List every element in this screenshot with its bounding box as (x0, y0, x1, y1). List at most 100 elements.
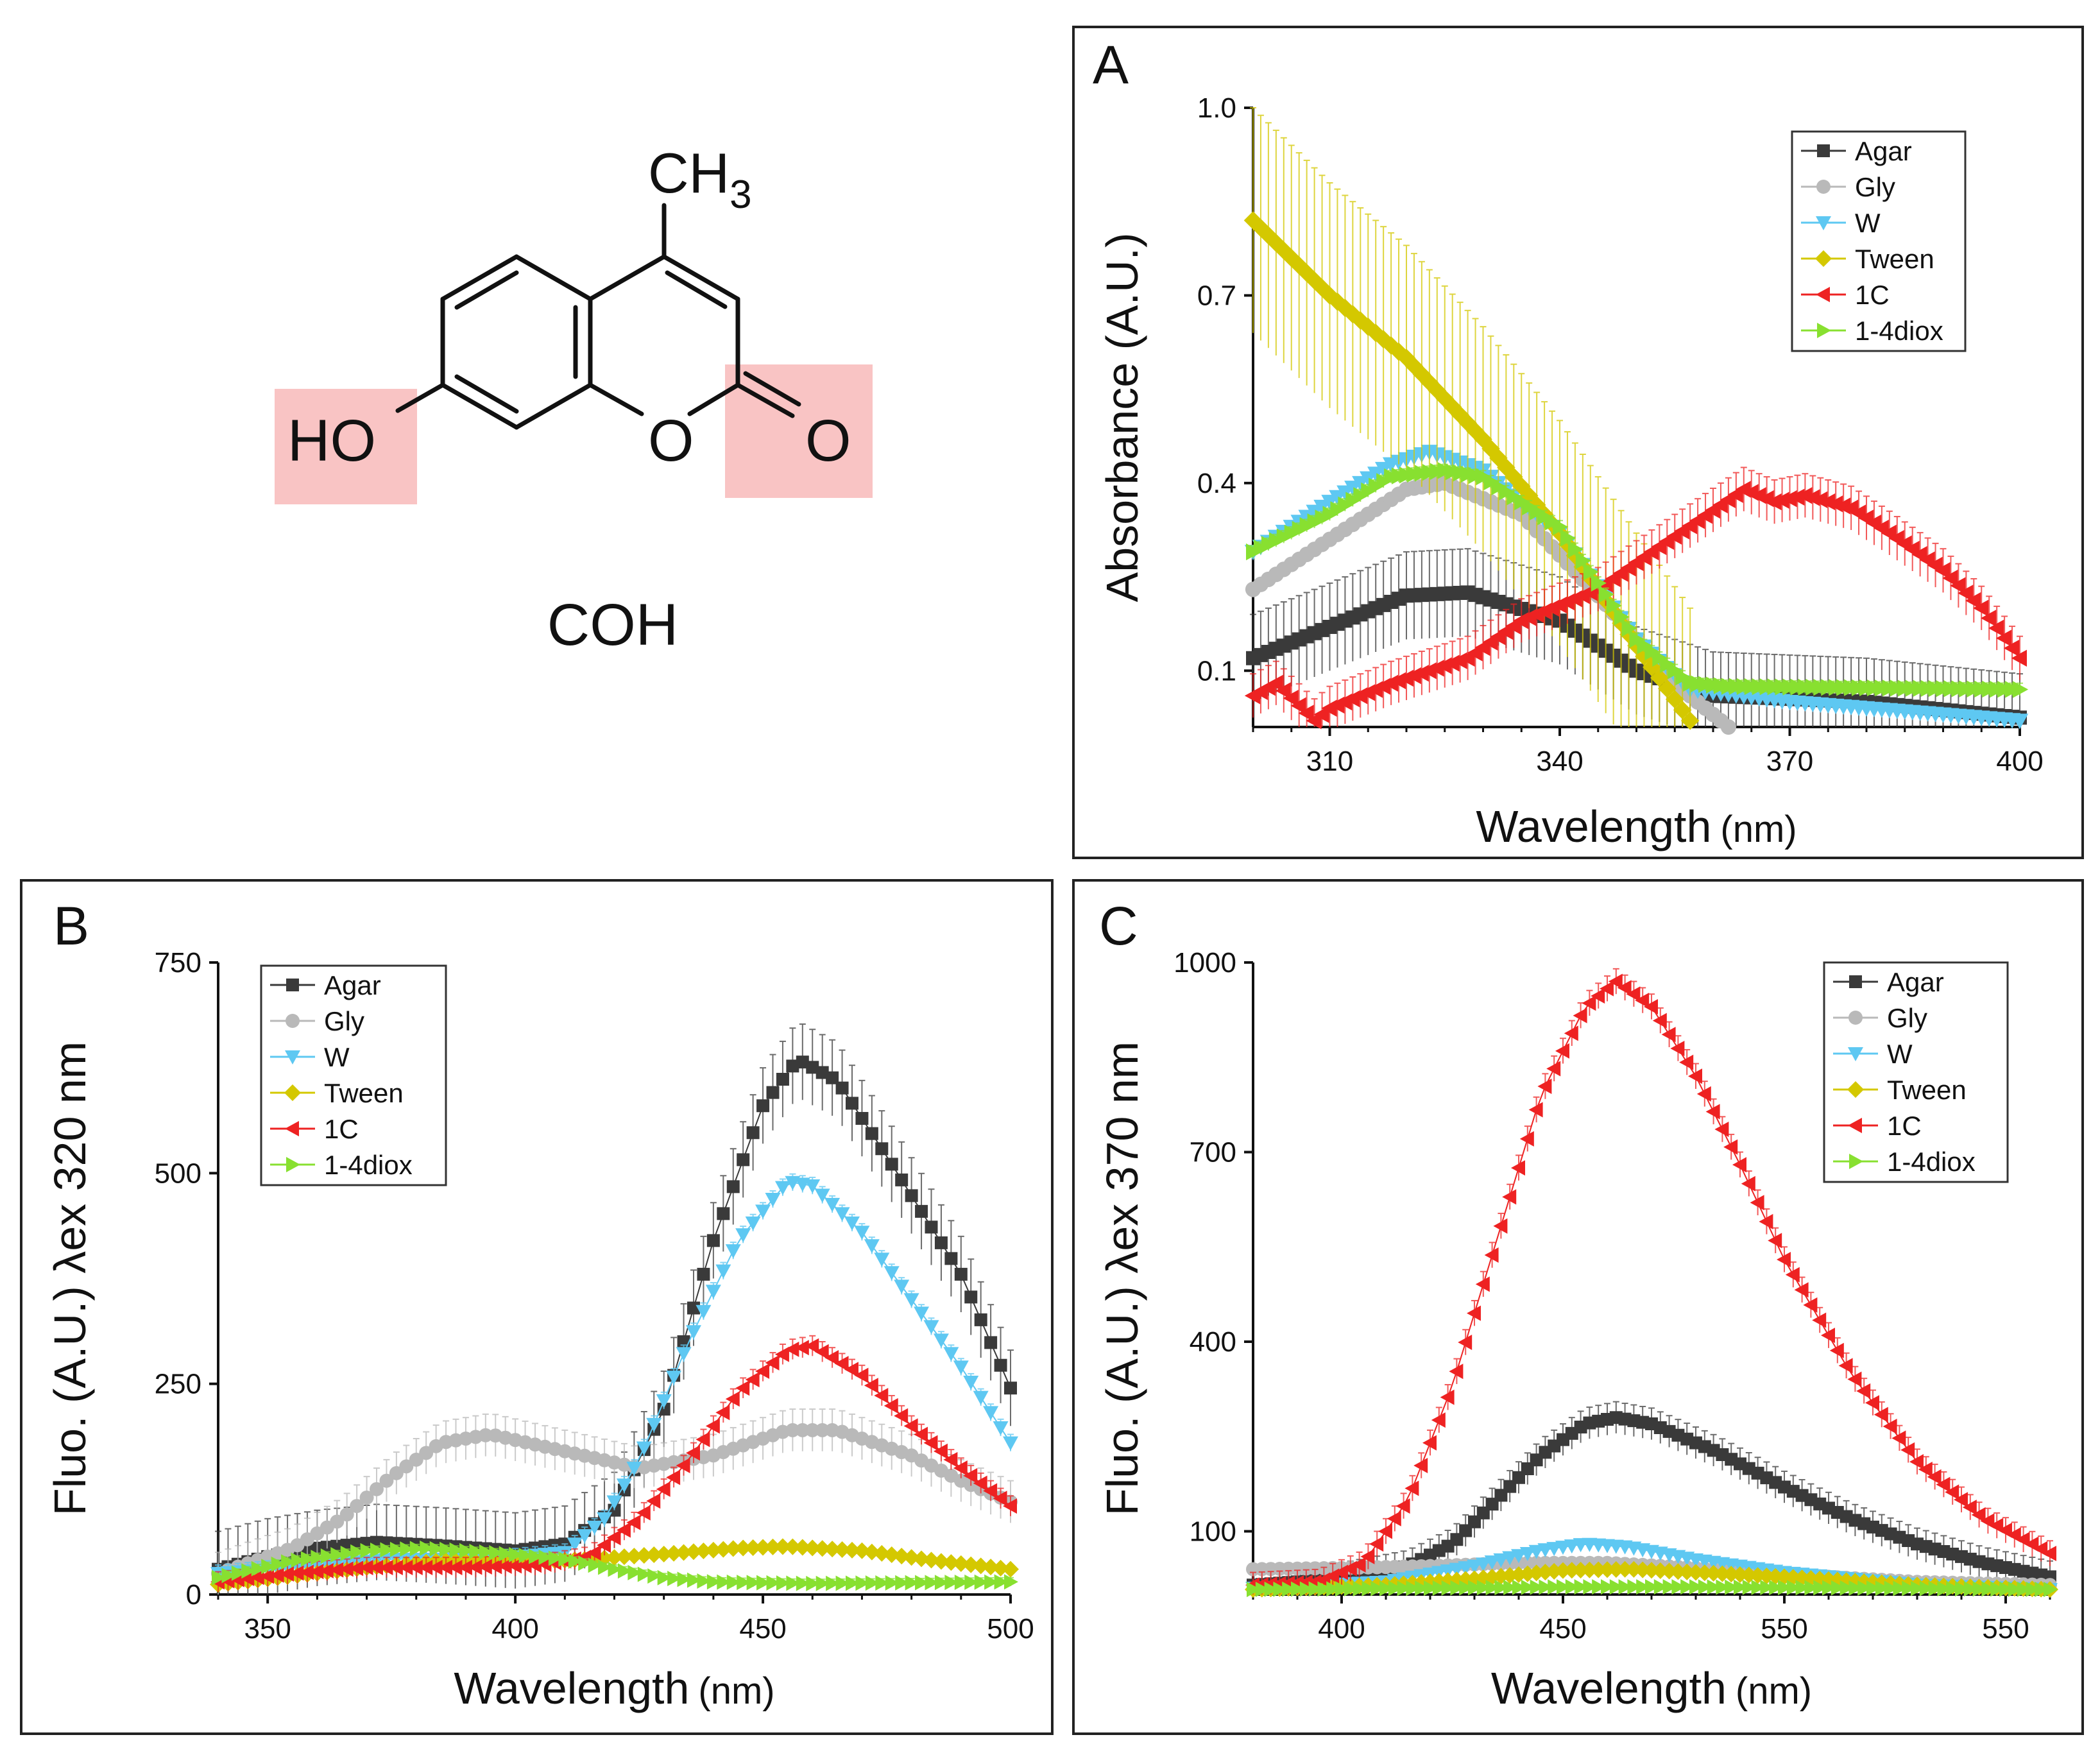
legend-box (1823, 961, 2009, 1183)
data-point (885, 1158, 898, 1171)
data-point (1591, 574, 1607, 592)
data-point (776, 1072, 789, 1086)
data-point (2011, 649, 2027, 667)
panel-b-frame (20, 879, 1054, 1735)
y-tick-label: 500 (155, 1158, 201, 1189)
data-point (1909, 1454, 1924, 1470)
data-point (568, 1553, 583, 1569)
data-point (766, 1575, 781, 1591)
x-tick-label: 550 (1982, 1613, 2029, 1645)
data-point (706, 1234, 720, 1247)
data-point (448, 1559, 463, 1575)
x-tick-label: 340 (1536, 746, 1583, 777)
data-point (796, 1056, 809, 1069)
data-point (676, 1347, 692, 1362)
data-point (726, 1180, 740, 1193)
data-point (1759, 1213, 1773, 1229)
data-point (370, 1543, 384, 1559)
data-point (1680, 711, 1700, 730)
data-point (657, 1569, 672, 1586)
data-point (251, 1561, 266, 1577)
data-point (735, 1539, 752, 1557)
methyl-label: CH3 (648, 141, 752, 217)
data-point (706, 1574, 721, 1590)
data-point (1567, 540, 1584, 558)
data-point (1537, 1079, 1552, 1095)
data-point (379, 1473, 394, 1488)
data-point (1990, 1581, 2005, 1597)
data-point (913, 1550, 930, 1568)
axes: 400 450 550 550 100 400 700 1000 (1174, 947, 2051, 1645)
data-point (1528, 1544, 1544, 1559)
data-point (527, 1557, 542, 1573)
data-point (1555, 1562, 1571, 1579)
legend-marker (1816, 180, 1831, 194)
data-point (646, 1417, 662, 1432)
data-point (914, 1426, 928, 1442)
data-point (864, 1239, 880, 1254)
legend-label: Gly (1887, 1003, 1927, 1033)
data-point (884, 1398, 898, 1414)
data-point (1406, 1580, 1421, 1596)
data-point (844, 1362, 858, 1378)
data-point (724, 1540, 742, 1557)
data-point (844, 1541, 860, 1559)
data-point (329, 1562, 344, 1578)
data-point (1927, 1469, 1942, 1485)
data-point (529, 1548, 543, 1564)
data-point (874, 1253, 890, 1267)
data-point (578, 1555, 593, 1571)
data-point (1643, 658, 1661, 677)
data-point (923, 1552, 940, 1569)
data-point (389, 1541, 404, 1557)
data-point (1004, 1574, 1018, 1590)
legend-label: 1-4diox (1887, 1147, 1976, 1177)
legend-marker (286, 1157, 300, 1172)
data-point (1673, 701, 1692, 719)
data-point (1670, 1040, 1685, 1056)
data-point (1732, 1566, 1748, 1583)
legend-label: 1C (1887, 1111, 1922, 1141)
data-point (737, 1153, 750, 1167)
data-point (1519, 486, 1539, 505)
legend-marker (285, 1050, 300, 1065)
panel-a-frame (1072, 26, 2084, 859)
x-tick-label: 400 (491, 1613, 538, 1645)
data-point (1511, 1549, 1526, 1564)
data-point (854, 1226, 870, 1240)
x-tick-label: 400 (1318, 1613, 1365, 1645)
data-point (1758, 1568, 1775, 1585)
data-point (1958, 585, 1974, 602)
data-point (844, 1216, 860, 1231)
data-point (834, 1356, 849, 1372)
data-point (1962, 1500, 1977, 1516)
data-point (1617, 980, 1632, 996)
legend: Agar Gly W Tween 1C 1-4diox (260, 964, 447, 1186)
data-point (261, 1559, 276, 1575)
data-point (379, 1559, 393, 1575)
data-point (1344, 1581, 1358, 1597)
data-point (1751, 1579, 1766, 1595)
data-point (815, 1423, 830, 1437)
data-point (1714, 1122, 1729, 1138)
data-point (1599, 1561, 1616, 1578)
data-point (1705, 1104, 1720, 1120)
data-point (833, 1541, 851, 1558)
data-point (1618, 1579, 1633, 1595)
data-point (745, 1372, 760, 1388)
data-point (1865, 1395, 1879, 1411)
data-point (806, 1061, 819, 1074)
legend-marker (1848, 1047, 1863, 1061)
data-point (1443, 397, 1462, 416)
data-point (905, 1189, 918, 1202)
y-tick-label: 1.0 (1197, 92, 1236, 124)
data-point (1484, 1247, 1499, 1263)
data-point (420, 1540, 434, 1556)
hydroxyl-label: HO (287, 408, 376, 474)
data-point (667, 1571, 682, 1587)
data-point (1424, 1580, 1438, 1596)
data-point (1608, 973, 1623, 989)
data-point (608, 1561, 622, 1577)
data-point (1489, 449, 1508, 468)
data-point (509, 1546, 524, 1562)
